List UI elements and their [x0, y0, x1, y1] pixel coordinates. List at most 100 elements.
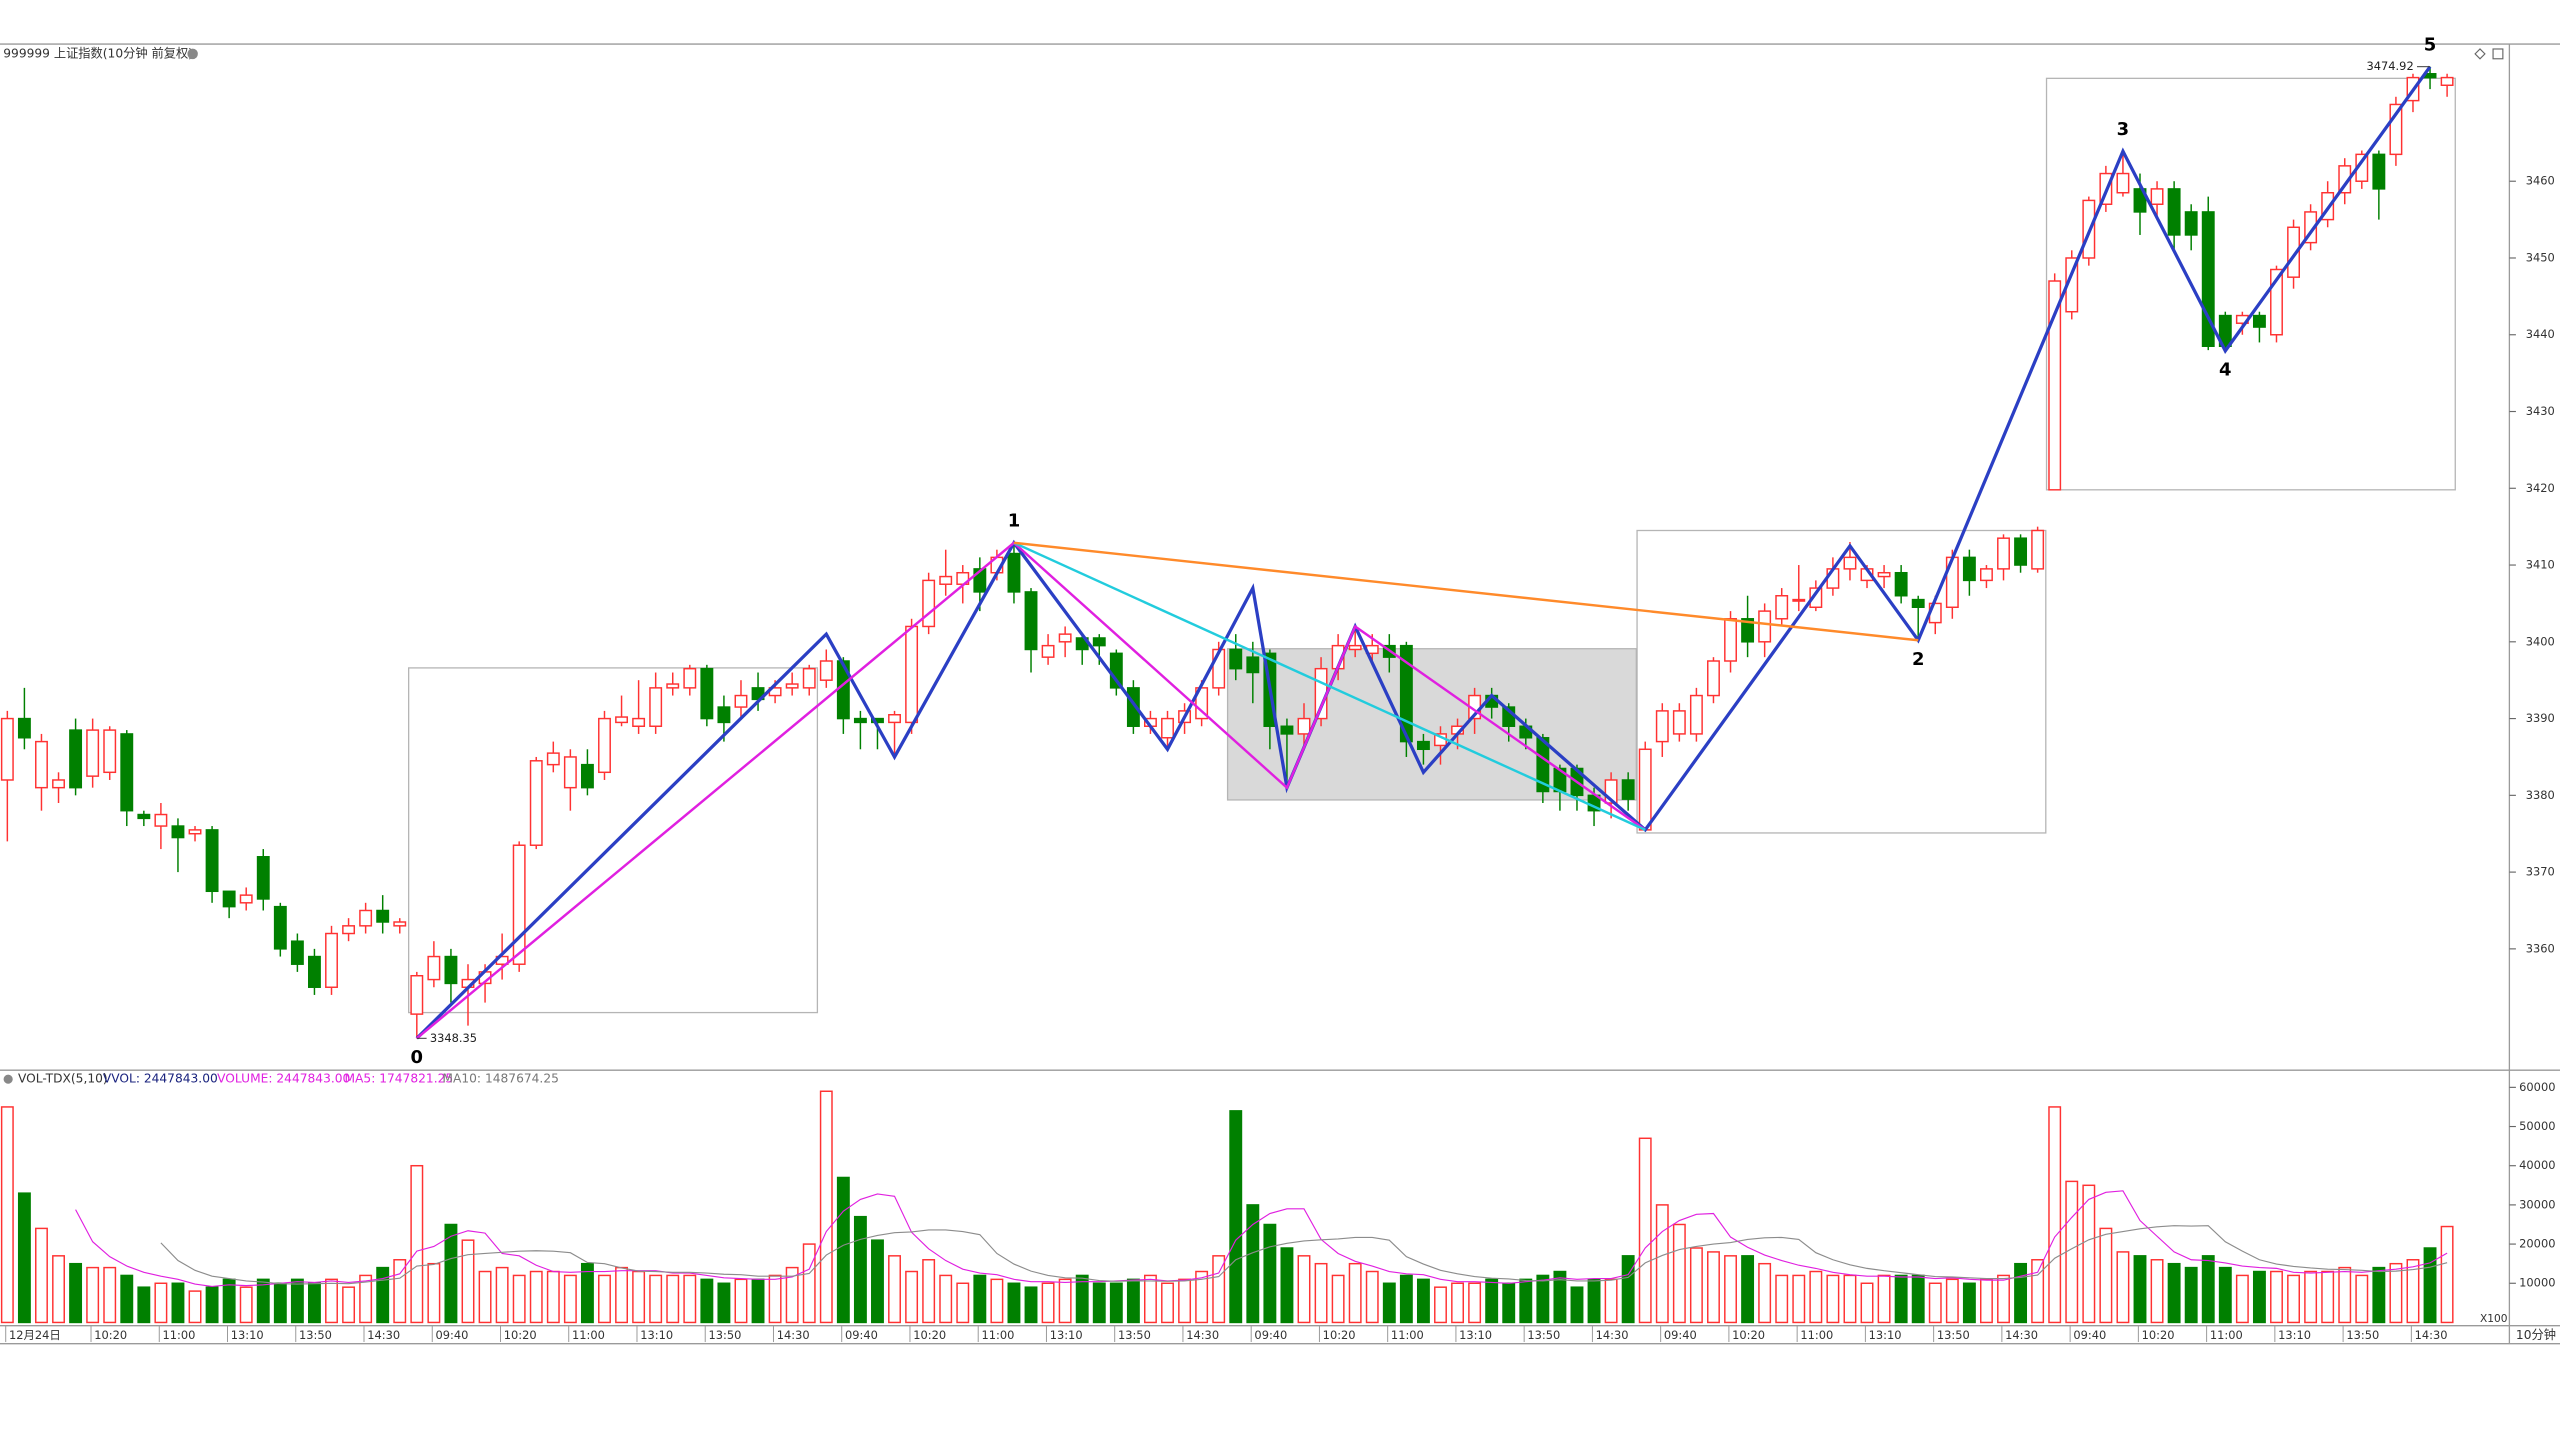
wave-label: 3 — [2117, 119, 2129, 140]
y-tick-label: 3400 — [2526, 634, 2555, 648]
candle-body — [2440, 76, 2454, 86]
candle-body — [2270, 268, 2283, 336]
candle-body — [1399, 644, 1413, 743]
volume-bar — [871, 1239, 884, 1324]
volume-bar — [1689, 1247, 1703, 1324]
time-label: 13:10 — [1459, 1328, 1492, 1342]
volume-label: VOLUME: 2447843.00 — [217, 1072, 350, 1086]
volume-bar — [580, 1262, 594, 1324]
volume-bar — [1075, 1274, 1089, 1324]
volume-bar — [2355, 1274, 2369, 1324]
volume-bar — [137, 1286, 151, 1324]
time-label: 13:10 — [640, 1328, 673, 1342]
volume-bar — [2372, 1266, 2386, 1324]
volume-bar — [1434, 1286, 1447, 1324]
volume-bar — [1195, 1270, 1209, 1324]
candle-body — [683, 667, 697, 689]
volume-bar — [1229, 1110, 1243, 1324]
volume-tick-label: 60000 — [2519, 1080, 2555, 1094]
volume-bar — [956, 1282, 970, 1324]
candle-body — [2116, 172, 2130, 194]
candle-body — [2184, 211, 2198, 236]
volume-bar — [0, 1106, 14, 1324]
candle-body — [546, 752, 560, 766]
y-tick-label: 3380 — [2526, 788, 2555, 802]
time-label: 10:20 — [504, 1328, 537, 1342]
candle-body — [615, 716, 629, 724]
volume-bar — [86, 1266, 100, 1324]
volume-bar — [1997, 1274, 2010, 1324]
volume-bar — [1365, 1270, 1379, 1324]
wave-label: 5 — [2424, 34, 2436, 55]
time-label: 13:10 — [1869, 1328, 1902, 1342]
volume-ma-line — [75, 1190, 2448, 1287]
volume-bar — [2014, 1262, 2028, 1324]
time-label: 13:50 — [2346, 1328, 2379, 1342]
volume-bar — [2116, 1251, 2130, 1324]
volume-bar — [1792, 1274, 1806, 1324]
wave-label: 0 — [411, 1047, 423, 1068]
toolbar-icon[interactable] — [2474, 48, 2486, 60]
volume-bar — [2133, 1255, 2147, 1324]
candle-body — [2133, 188, 2147, 213]
candle-body — [342, 925, 356, 935]
ma5-label: MA5: 1747821.25 — [344, 1072, 453, 1086]
candle-body — [1894, 571, 1908, 597]
wave-line — [1013, 541, 1646, 831]
volume-bar — [154, 1282, 168, 1324]
volume-bar — [478, 1270, 492, 1324]
candle-body — [1536, 737, 1550, 793]
volume-bar — [939, 1274, 953, 1324]
toolbar-icon[interactable] — [2492, 48, 2504, 60]
volume-bar — [1007, 1282, 1021, 1324]
candle-body — [17, 717, 31, 739]
candle-body — [1741, 618, 1755, 643]
volume-bar — [308, 1282, 321, 1324]
wave-line — [1013, 541, 1919, 642]
time-label: 11:00 — [1391, 1328, 1424, 1342]
time-label: 09:40 — [845, 1328, 878, 1342]
volume-bar — [1297, 1255, 1311, 1324]
volume-tick-label: 30000 — [2519, 1197, 2555, 1211]
volume-bar — [1092, 1282, 1106, 1324]
candle-body — [1792, 598, 1806, 602]
volume-bar — [256, 1278, 270, 1324]
volume-bar — [103, 1266, 117, 1324]
candle-body — [973, 568, 987, 593]
candle-body — [290, 940, 304, 965]
candle-body — [871, 717, 884, 724]
volume-bar — [1536, 1274, 1550, 1324]
volume-bar — [1348, 1262, 1362, 1324]
volume-bar — [683, 1274, 697, 1324]
volume-bar — [171, 1282, 185, 1324]
volume-bar — [1024, 1286, 1038, 1324]
volume-bar — [359, 1274, 373, 1324]
candle-body — [700, 667, 714, 720]
volume-bar — [461, 1239, 475, 1324]
volume-bar — [649, 1274, 663, 1324]
candle-body — [785, 683, 799, 689]
candle-body — [1007, 552, 1021, 593]
time-label: 09:40 — [2073, 1328, 2106, 1342]
volume-bar — [1741, 1255, 1755, 1324]
candle-body — [649, 687, 663, 727]
volume-menu-icon[interactable] — [3, 1074, 13, 1084]
time-label: 13:10 — [1050, 1328, 1083, 1342]
candle-body — [905, 625, 919, 724]
candle-body — [1280, 725, 1294, 735]
candle-body — [137, 813, 151, 820]
candle-body — [888, 714, 901, 724]
volume-bar — [2423, 1247, 2437, 1324]
y-tick-label: 3440 — [2526, 327, 2555, 341]
volume-bar — [888, 1255, 901, 1324]
candle-body — [410, 975, 424, 1015]
volume-bar — [700, 1278, 714, 1324]
time-label: 14:30 — [777, 1328, 810, 1342]
volume-bar — [1331, 1274, 1345, 1324]
wave-line — [415, 65, 2432, 1040]
candle-body — [1041, 644, 1055, 658]
price-label: 3348.35 — [430, 1031, 477, 1045]
title-menu-icon[interactable] — [187, 48, 198, 60]
volume-title: VOL-TDX(5,10) — [18, 1072, 108, 1086]
candle-body — [103, 729, 117, 774]
